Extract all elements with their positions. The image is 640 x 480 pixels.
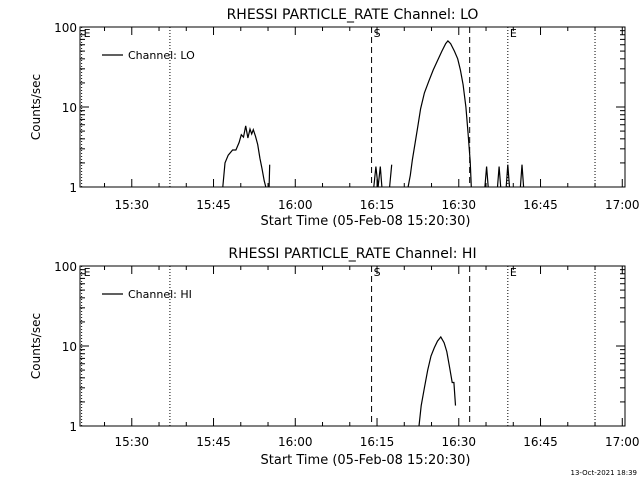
series-line [418, 335, 457, 427]
marker-label: E [510, 266, 517, 279]
x-tick-label: 17:00 [605, 198, 640, 212]
x-tick-label: 16:15 [360, 435, 395, 449]
y-tick-label: 10 [62, 101, 77, 115]
y-axis-label: Counts/sec [29, 313, 43, 379]
x-tick-label: 16:00 [278, 435, 313, 449]
marker-label: E [510, 27, 517, 40]
panel-lo: RHESSI PARTICLE_RATE Channel: LO 15:30 15:… [29, 7, 640, 229]
series-line [373, 166, 383, 188]
y-tick-label: 1 [69, 181, 77, 195]
y-tick-label: 100 [54, 260, 77, 274]
marker-label: E [84, 27, 91, 40]
y-axis-label: Counts/sec [29, 74, 43, 140]
x-tick-label: 16:30 [441, 435, 476, 449]
series-line [407, 40, 472, 188]
footer-timestamp: 13-Oct-2021 18:39 [571, 469, 637, 477]
series-line [505, 164, 511, 188]
series-line [222, 125, 267, 188]
y-tick-label: 100 [54, 21, 77, 35]
x-tick-label: 16:30 [441, 198, 476, 212]
x-tick-label: 16:45 [523, 198, 558, 212]
panel-hi: RHESSI PARTICLE_RATE Channel: HI 15:30 15:… [29, 246, 640, 468]
series-line [496, 166, 502, 188]
x-tick-label: 15:30 [114, 435, 149, 449]
x-tick-label: 16:45 [523, 435, 558, 449]
series-line [268, 164, 271, 188]
x-tick-label: 16:00 [278, 198, 313, 212]
marker-label: S [374, 27, 381, 40]
legend-label: Channel: LO [128, 49, 195, 62]
x-axis-label: Start Time (05-Feb-08 15:20:30) [261, 453, 471, 468]
x-tick-label: 15:45 [196, 198, 231, 212]
legend-label: Channel: HI [128, 288, 192, 301]
x-tick-label: 15:30 [114, 198, 149, 212]
series-line [519, 164, 525, 188]
x-axis-label: Start Time (05-Feb-08 15:20:30) [261, 214, 471, 229]
x-tick-label: 15:45 [196, 435, 231, 449]
marker-label: S [374, 266, 381, 279]
chart-title: RHESSI PARTICLE_RATE Channel: HI [228, 246, 476, 262]
series-line [484, 166, 489, 188]
x-tick-label: 16:15 [360, 198, 395, 212]
y-tick-label: 10 [62, 340, 77, 354]
marker-label: E [84, 266, 91, 279]
y-tick-label: 1 [69, 420, 77, 434]
x-tick-label: 17:00 [605, 435, 640, 449]
chart-title: RHESSI PARTICLE_RATE Channel: LO [227, 7, 479, 23]
series-line [389, 164, 393, 188]
